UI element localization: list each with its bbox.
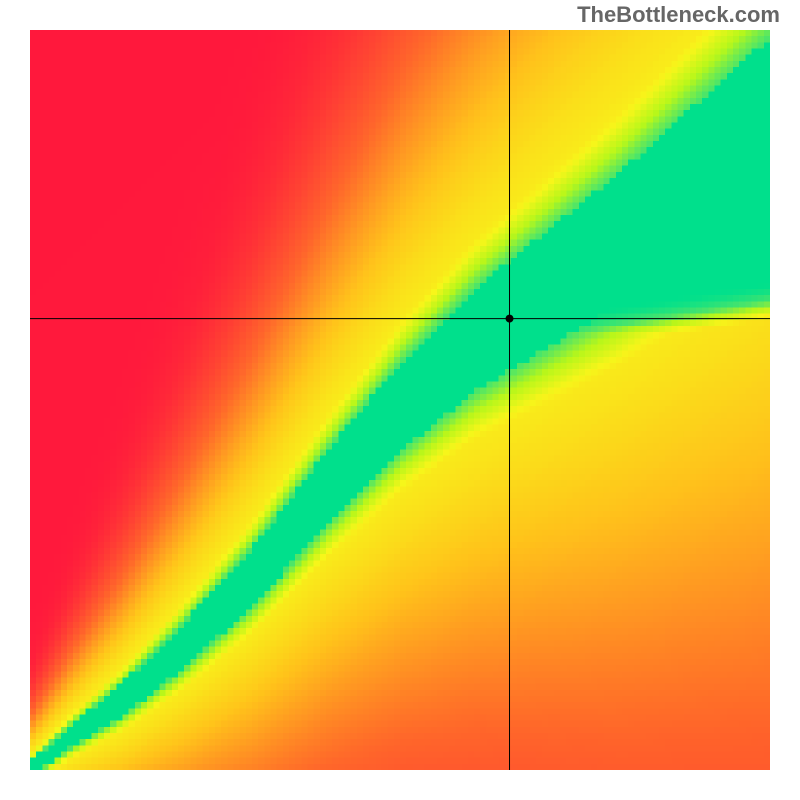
watermark-text: TheBottleneck.com <box>577 2 780 28</box>
crosshair-marker <box>506 315 514 323</box>
plot-area <box>30 30 770 770</box>
chart-container: TheBottleneck.com <box>0 0 800 800</box>
crosshair-overlay <box>30 30 770 770</box>
